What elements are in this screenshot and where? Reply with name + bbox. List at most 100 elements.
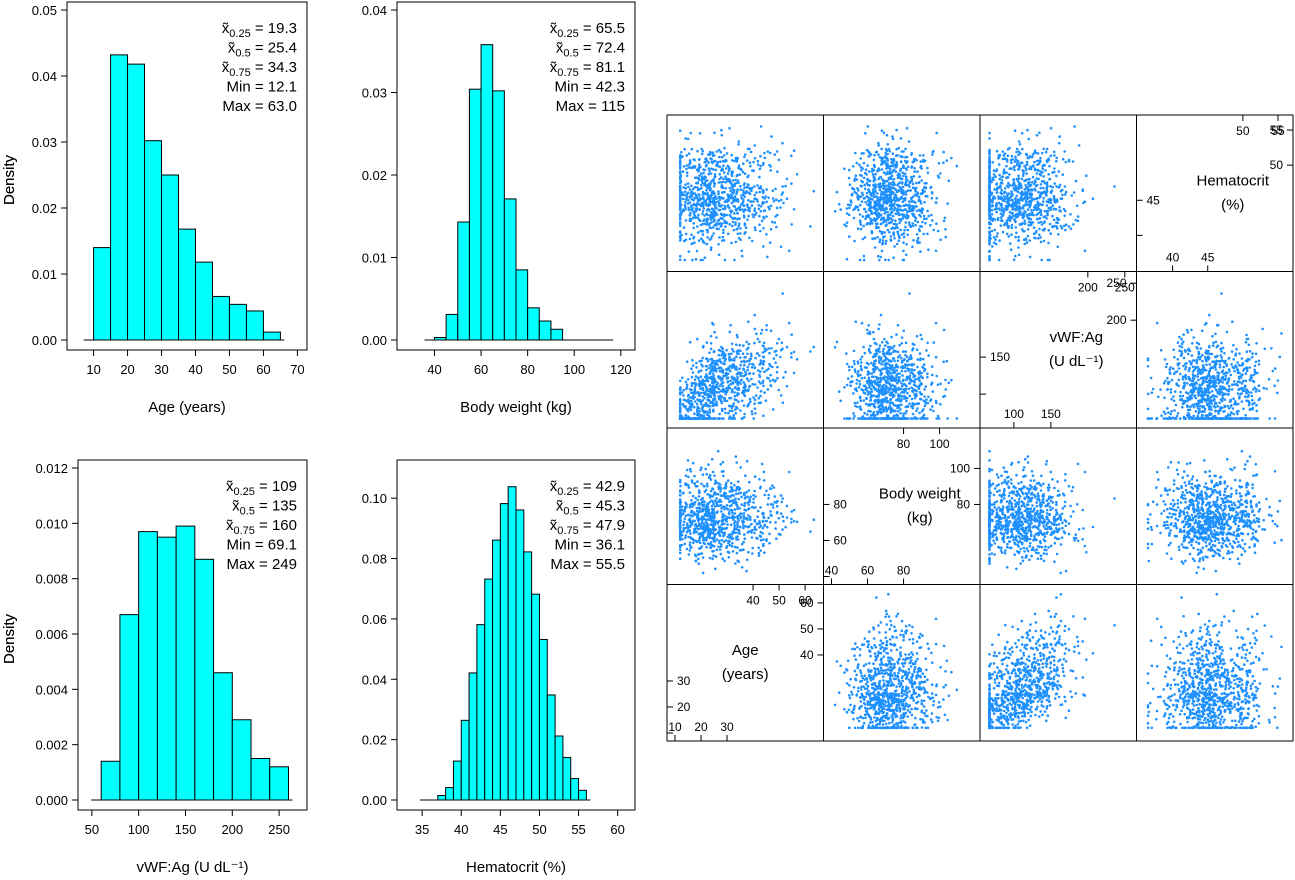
scatter-point <box>874 375 878 379</box>
scatter-point <box>1043 220 1046 223</box>
scatter-point <box>910 197 913 201</box>
scatter-point <box>689 131 692 135</box>
scatter-point <box>857 189 860 192</box>
scatter-point <box>748 372 752 375</box>
scatter-point <box>730 417 733 420</box>
scatter-point <box>1040 213 1043 217</box>
scatter-point <box>890 401 893 405</box>
scatter-point <box>727 411 730 415</box>
scatter-point <box>684 219 688 222</box>
scatter-point <box>762 362 765 366</box>
scatter-point <box>725 399 729 403</box>
scatter-point <box>1040 180 1044 183</box>
stat-subscript: 0.5 <box>235 48 250 60</box>
scatter-point <box>734 386 737 389</box>
scatter-point <box>847 176 851 180</box>
stat-value: = 249 <box>255 556 297 573</box>
scatter-point <box>1022 174 1025 178</box>
scatter-point <box>911 342 915 346</box>
scatter-point <box>748 186 751 189</box>
scatter-point <box>733 408 737 411</box>
scatter-point <box>753 383 757 386</box>
scatter-point <box>721 388 725 391</box>
scatter-point <box>906 405 910 409</box>
stat-symbol: x̃ <box>222 59 230 76</box>
scatter-point <box>1005 164 1008 168</box>
scatter-point <box>873 414 877 417</box>
scatter-point <box>688 208 691 212</box>
y-tick-label: 0.03 <box>362 86 387 101</box>
scatter-point <box>759 205 763 208</box>
scatter-point <box>734 178 738 182</box>
scatter-point <box>1032 232 1036 236</box>
scatter-point <box>950 378 953 382</box>
scatter-point <box>716 219 720 222</box>
scatter-point <box>833 210 837 213</box>
scatter-point <box>712 202 716 206</box>
scatter-point <box>1020 186 1023 189</box>
scatter-point <box>892 357 896 360</box>
scatter-point <box>739 409 742 412</box>
scatter-point <box>678 406 682 409</box>
scatter-point <box>988 217 991 221</box>
histogram-bar <box>480 44 494 341</box>
scatter-point <box>758 375 762 379</box>
scatter-point <box>1000 206 1004 209</box>
scatter-point <box>737 166 740 170</box>
scatter-point <box>1018 143 1022 146</box>
scatter-point <box>884 201 887 205</box>
scatter-point <box>895 163 899 166</box>
scatter-point <box>852 165 855 168</box>
scatter-point <box>809 350 812 353</box>
scatter-point <box>917 181 921 185</box>
scatter-point <box>861 167 864 170</box>
scatter-point <box>754 356 757 360</box>
scatter-point <box>685 167 688 171</box>
scatter-point <box>758 190 761 194</box>
scatter-point <box>884 407 887 411</box>
scatter-point <box>779 206 782 209</box>
scatter-point <box>766 376 769 380</box>
scatter-point <box>752 215 755 219</box>
scatter-point <box>745 340 748 344</box>
scatter-point <box>1047 157 1050 160</box>
scatter-point <box>757 396 760 400</box>
scatter-point <box>1008 196 1012 200</box>
scatter-point <box>705 223 708 226</box>
scatter-point <box>684 200 687 204</box>
y-tick-label: 0.02 <box>362 168 387 183</box>
y-tick-label: 0.008 <box>35 572 68 587</box>
scatter-point <box>696 398 699 401</box>
scatter-point <box>763 209 767 212</box>
scatter-point <box>739 232 742 235</box>
scatter-point <box>893 385 897 388</box>
scatter-point <box>1230 350 1234 353</box>
scatter-point <box>1069 213 1072 216</box>
scatter-point <box>1064 190 1068 194</box>
scatter-point <box>759 359 763 362</box>
scatter-point <box>741 352 745 356</box>
scatter-point <box>852 412 855 415</box>
scatter-point <box>911 412 915 416</box>
scatter-point <box>936 414 940 418</box>
scatter-point <box>708 169 711 173</box>
scatter-point <box>856 187 859 190</box>
scatter-point <box>904 396 907 399</box>
scatter-point <box>1003 197 1007 201</box>
scatter-point <box>1039 156 1042 160</box>
scatter-point <box>920 409 924 413</box>
scatter-point <box>852 349 856 353</box>
scatter-point <box>1247 343 1251 347</box>
scatter-point <box>759 209 763 213</box>
scatter-point <box>743 182 746 185</box>
scatter-point <box>888 406 892 409</box>
scatter-point <box>1038 160 1042 163</box>
scatter-point <box>697 193 701 196</box>
scatter-point <box>988 198 991 201</box>
scatter-point <box>709 172 713 175</box>
scatter-point <box>690 406 693 409</box>
scatter-point <box>1081 188 1084 191</box>
scatter-point <box>869 393 873 397</box>
scatter-point <box>911 186 915 189</box>
scatter-point <box>733 205 737 208</box>
